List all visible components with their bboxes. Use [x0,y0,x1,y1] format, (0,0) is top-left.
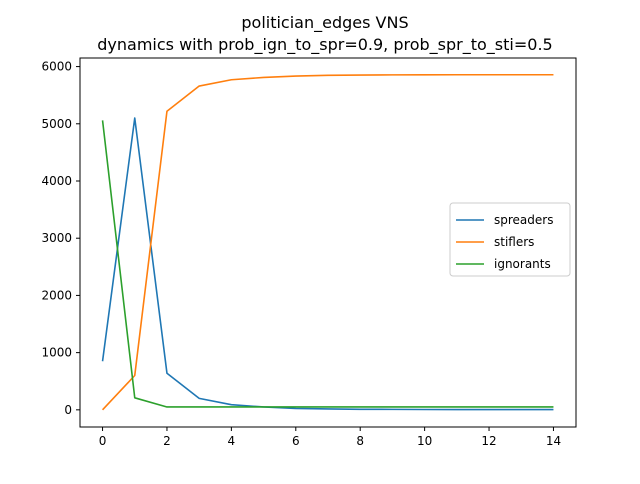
y-tick-label: 3000 [41,231,72,245]
y-tick-label: 0 [64,403,72,417]
legend-label-stiflers: stiflers [494,235,534,249]
y-axis: 0 1000 2000 3000 4000 5000 6000 [41,60,80,417]
x-tick-label: 12 [481,434,496,448]
x-tick-label: 6 [292,434,300,448]
y-tick-label: 5000 [41,117,72,131]
y-tick-label: 6000 [41,60,72,74]
x-tick-label: 14 [546,434,561,448]
x-tick-label: 8 [356,434,364,448]
legend-label-spreaders: spreaders [494,213,553,227]
plot-frame [79,57,577,428]
chart-title: politician_edges VNS [241,13,408,33]
series-line-spreaders [101,117,554,411]
x-axis: 0 2 4 6 8 10 12 14 [99,427,561,448]
x-tick-label: 10 [417,434,432,448]
legend-label-ignorants: ignorants [494,257,551,271]
series-line-ignorants [101,120,554,408]
series-line-stiflers [101,73,554,411]
x-tick-label: 2 [163,434,171,448]
y-tick-label: 1000 [41,346,72,360]
legend-box [449,202,571,277]
series-layer [101,73,554,411]
x-tick-label: 4 [228,434,236,448]
legend: spreaders stiflers ignorants [449,202,571,277]
x-tick-label: 0 [99,434,107,448]
y-tick-label: 2000 [41,288,72,302]
y-tick-label: 4000 [41,174,72,188]
chart-subtitle: dynamics with prob_ign_to_spr=0.9, prob_… [97,35,552,55]
